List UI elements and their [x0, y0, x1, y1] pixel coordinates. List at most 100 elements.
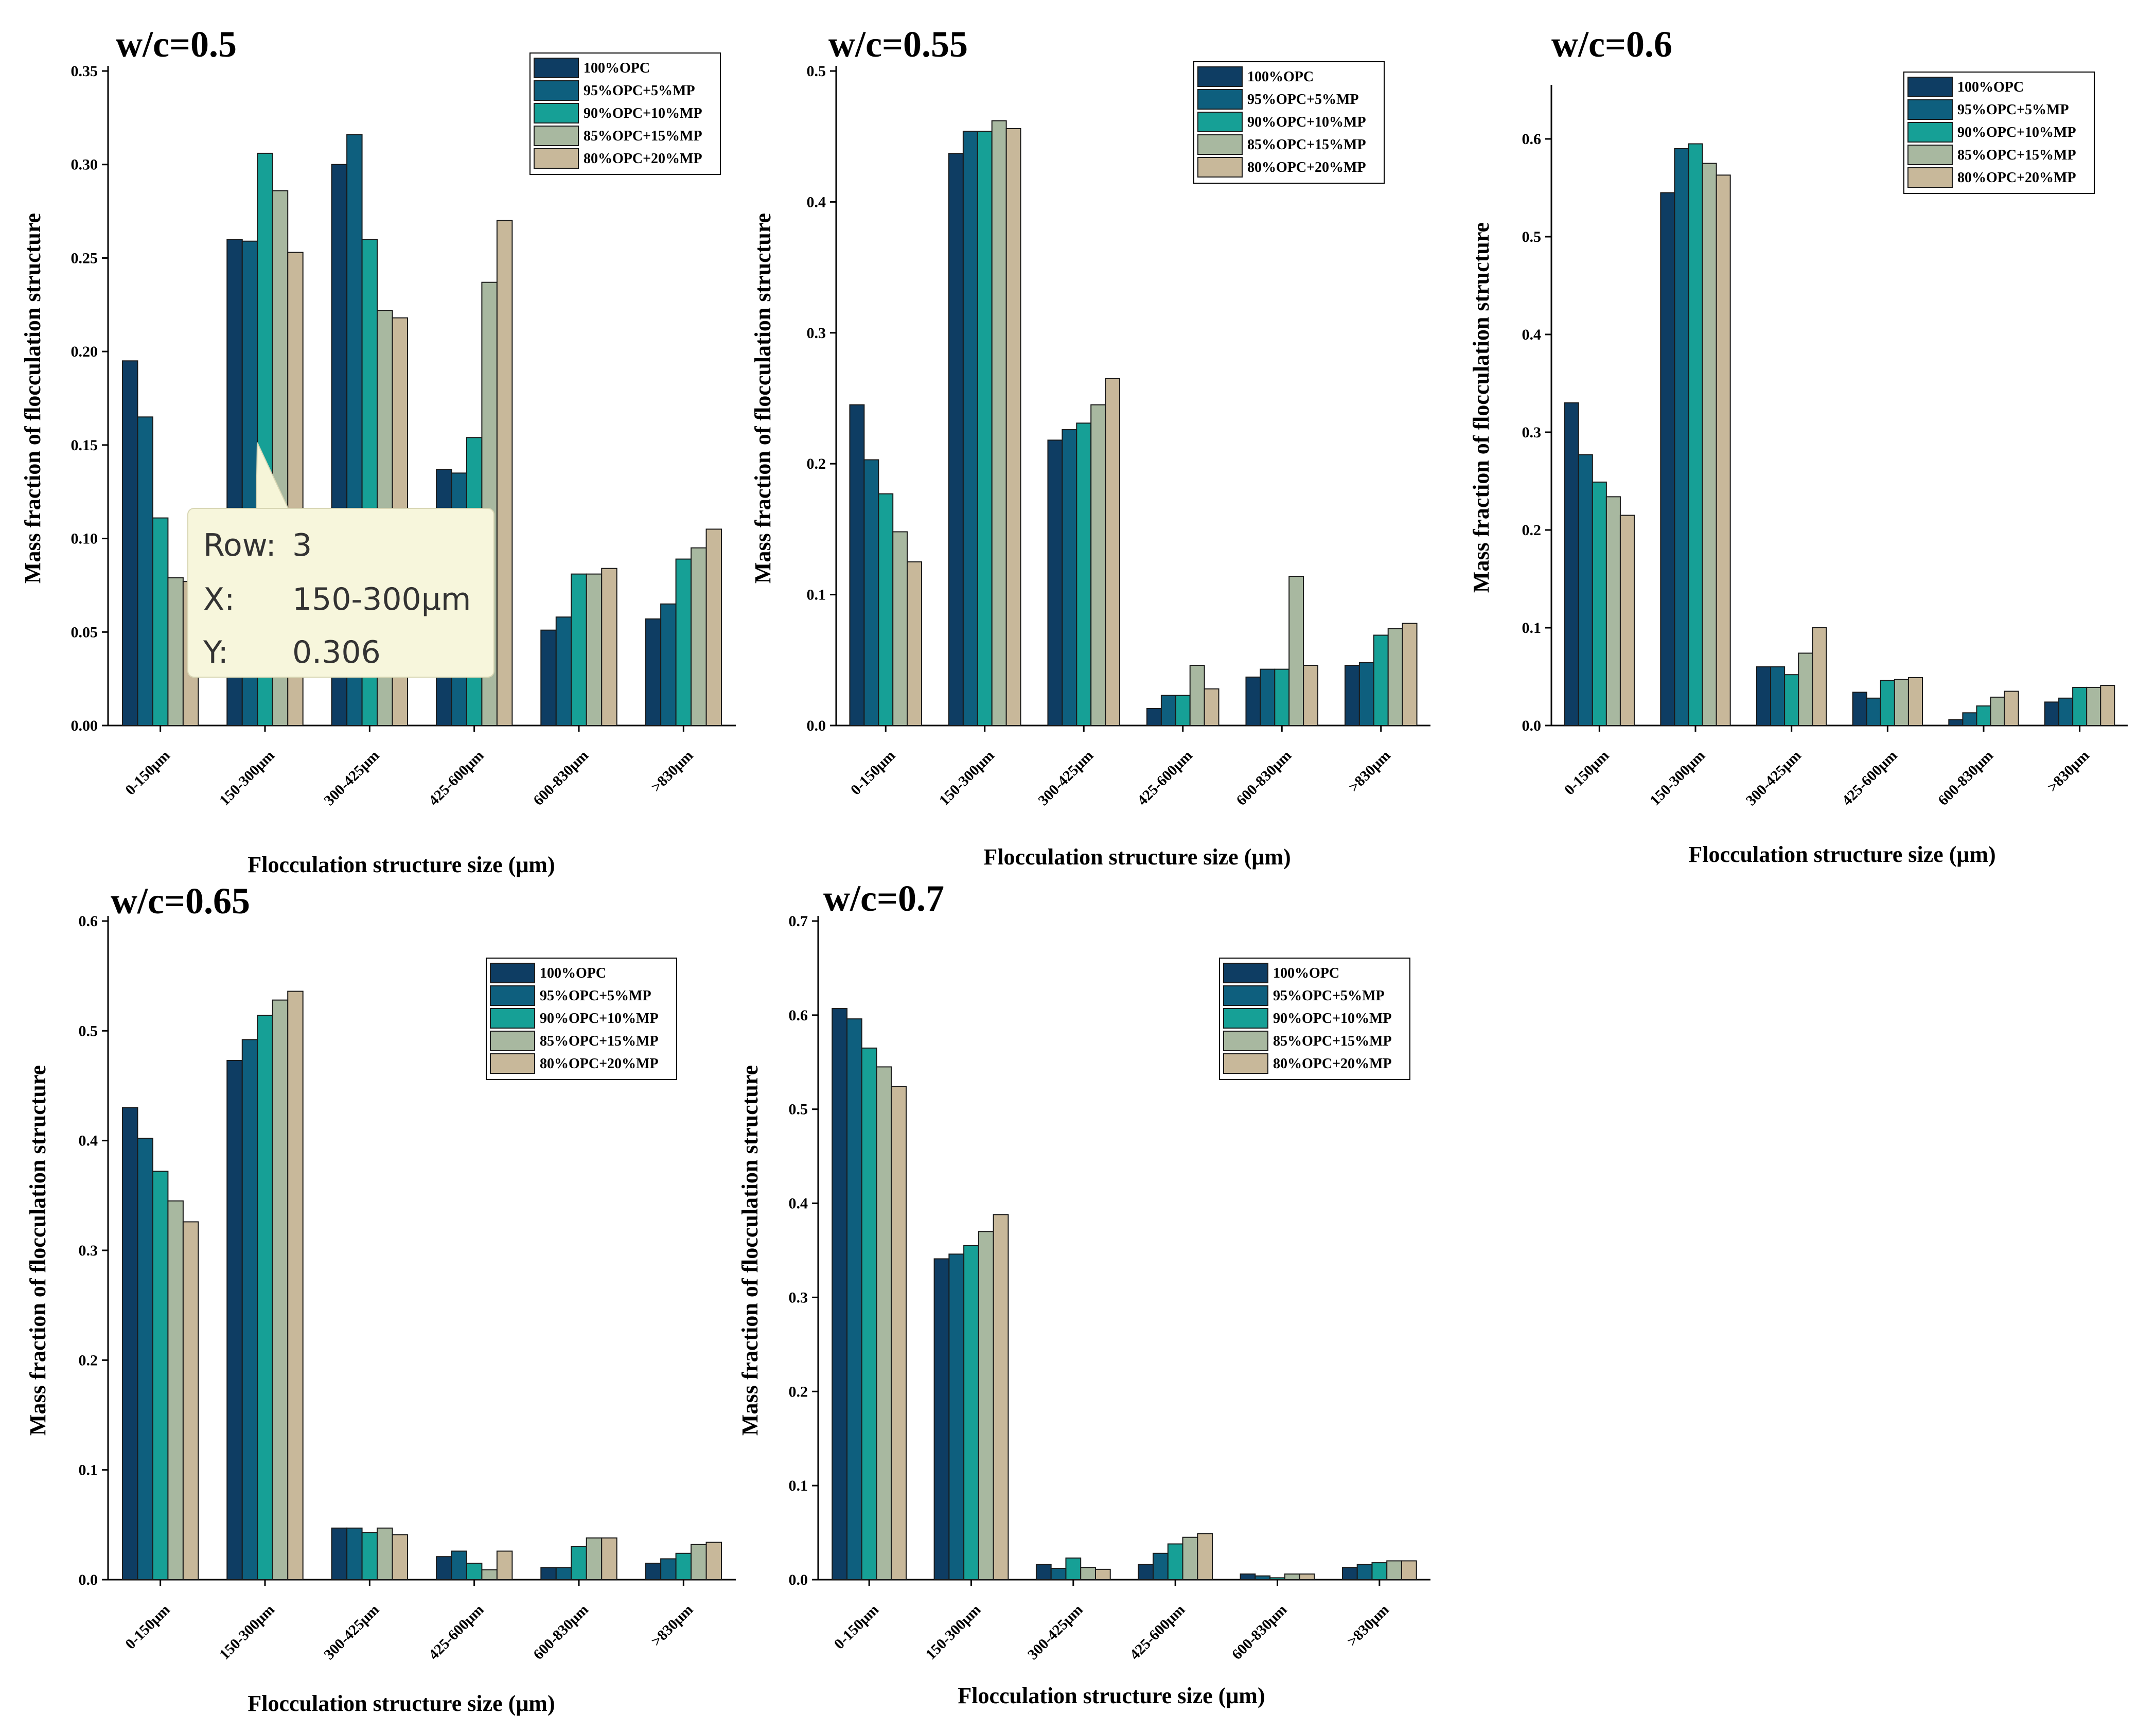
bar: [1798, 652, 1813, 727]
bar: [182, 1221, 199, 1581]
y-axis-label: Mass fraction of flocculation structure: [20, 213, 45, 583]
bar: [1138, 1564, 1154, 1581]
y-tick-label: 0.4: [79, 1133, 98, 1150]
legend-swatch: [1907, 145, 1953, 165]
bar: [287, 991, 304, 1580]
y-tick-label: 0.00: [71, 717, 98, 734]
panel-title: w/c=0.5: [116, 24, 237, 65]
legend-swatch: [1907, 99, 1953, 120]
legend-swatch: [534, 103, 579, 123]
legend-label: 90%OPC+10%MP: [584, 105, 702, 121]
bar: [861, 1047, 877, 1580]
x-tick-label: 0-150μm: [122, 747, 173, 798]
bar: [1756, 666, 1772, 726]
legend-label: 100%OPC: [540, 965, 606, 981]
bar: [1204, 688, 1220, 726]
bar: [1578, 454, 1593, 726]
bar: [137, 1138, 153, 1580]
bar: [1770, 666, 1786, 726]
bar: [933, 1258, 950, 1580]
bar: [1702, 163, 1717, 726]
legend-swatch: [1223, 985, 1268, 1006]
bar: [1358, 662, 1374, 726]
legend-label: 85%OPC+15%MP: [1247, 137, 1366, 153]
bar: [1299, 1573, 1315, 1580]
x-tick-label: 600-830μm: [530, 747, 592, 809]
y-tick-label: 0.4: [789, 1195, 808, 1212]
bar: [691, 1544, 707, 1581]
x-tick-label: 150-300μm: [216, 747, 278, 809]
bar: [1062, 429, 1077, 726]
bar: [121, 1107, 138, 1581]
bar: [1175, 695, 1191, 727]
bar: [1948, 719, 1964, 726]
bar: [1269, 1577, 1285, 1580]
bar: [1605, 496, 1621, 727]
bar: [878, 493, 894, 726]
legend-label: 85%OPC+15%MP: [540, 1033, 659, 1049]
y-tick-label: 0.0: [79, 1571, 98, 1588]
bar: [1386, 1560, 1402, 1580]
legend: 100%OPC 95%OPC+5%MP 90%OPC+10%MP 85%OPC+15%…: [486, 958, 677, 1080]
tooltip-value: 150-300μm: [292, 581, 471, 617]
legend-label: 90%OPC+10%MP: [1273, 1011, 1392, 1027]
legend-swatch: [1197, 134, 1243, 155]
bar: [1245, 676, 1261, 726]
bar: [1303, 664, 1319, 726]
legend-swatch: [490, 1008, 535, 1029]
legend-label: 95%OPC+5%MP: [1957, 102, 2069, 118]
bar: [977, 131, 993, 726]
bar: [705, 1542, 722, 1580]
bar: [1344, 664, 1360, 726]
y-tick-label: 0.0: [789, 1571, 808, 1588]
y-tick-label: 0.05: [71, 624, 98, 641]
bar: [167, 1200, 184, 1580]
bar: [1260, 668, 1276, 727]
bar: [1619, 515, 1635, 726]
bar: [691, 547, 707, 726]
bar: [2072, 686, 2088, 727]
panel-title: w/c=0.7: [823, 878, 944, 919]
bar: [451, 1550, 467, 1581]
bar: [496, 220, 513, 726]
y-tick-label: 0.2: [79, 1352, 98, 1369]
y-tick-label: 0.1: [807, 587, 826, 604]
y-tick-label: 0.30: [71, 156, 98, 173]
y-tick-label: 0.5: [79, 1022, 98, 1039]
legend-swatch: [1197, 112, 1243, 132]
legend-swatch: [534, 126, 579, 146]
bar: [1005, 128, 1021, 726]
legend-swatch: [490, 963, 535, 983]
tooltip-key: X:: [203, 581, 235, 617]
bar: [571, 1546, 587, 1580]
x-tick-label: 300-425μm: [1035, 747, 1097, 809]
bar: [849, 404, 865, 726]
y-tick-label: 0.1: [789, 1477, 808, 1494]
tooltip-value: 0.306: [292, 634, 381, 670]
bar: [481, 1569, 498, 1581]
panel-title: w/c=0.65: [111, 880, 250, 922]
y-axis-label: Mass fraction of flocculation structure: [750, 213, 775, 583]
x-tick-label: 600-830μm: [1229, 1601, 1291, 1663]
bar: [346, 1527, 363, 1581]
legend-label: 95%OPC+5%MP: [1273, 988, 1385, 1004]
bar: [892, 531, 908, 727]
bar: [121, 360, 138, 726]
bar: [962, 131, 978, 726]
y-axis-label: Mass fraction of flocculation structure: [737, 1065, 763, 1436]
y-tick-label: 0.6: [1522, 131, 1542, 148]
x-tick-label: 150-300μm: [936, 747, 998, 809]
bar: [555, 1567, 572, 1581]
x-tick-label: 425-600μm: [1134, 747, 1196, 809]
bar: [152, 517, 169, 726]
bar: [1182, 1536, 1198, 1581]
bar: [1866, 697, 1881, 727]
bar: [540, 629, 557, 727]
y-tick-label: 0.35: [71, 63, 98, 80]
bar: [1065, 1557, 1082, 1581]
y-tick-label: 0.3: [79, 1242, 98, 1259]
legend-swatch: [1907, 77, 1953, 97]
x-axis-label: Flocculation structure size (μm): [248, 1691, 555, 1716]
bar: [963, 1245, 979, 1581]
tooltip-value: 3: [292, 527, 312, 563]
